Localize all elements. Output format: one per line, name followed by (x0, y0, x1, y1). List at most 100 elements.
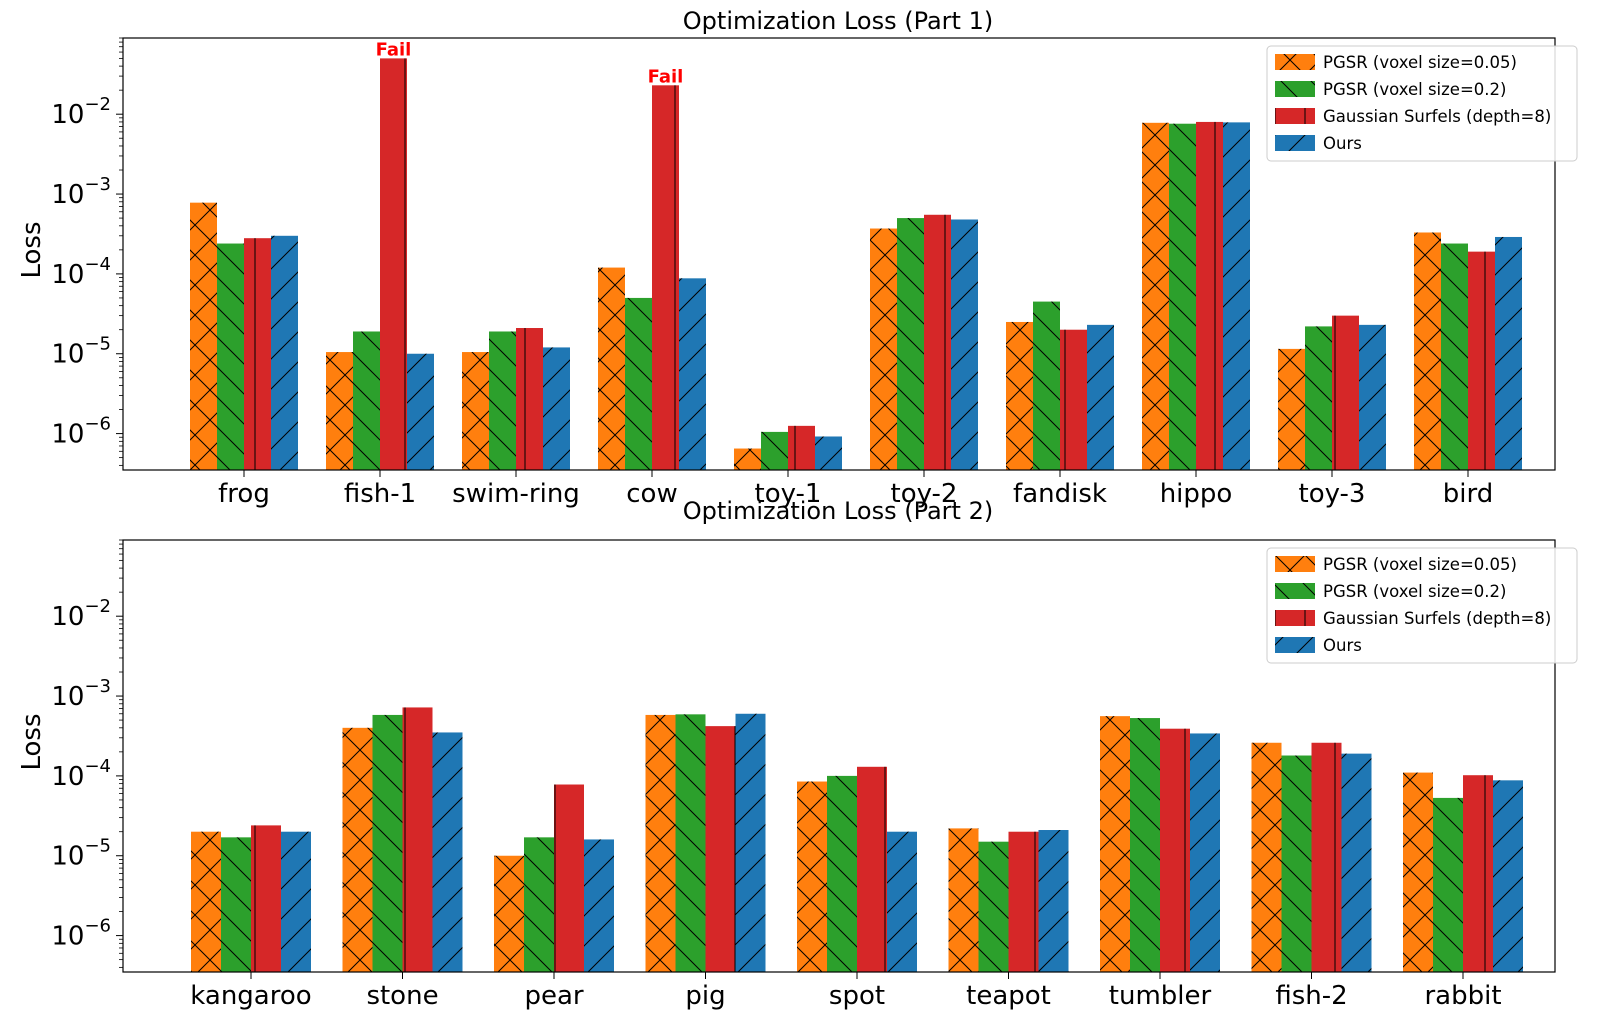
bar-hatch (1433, 797, 1463, 972)
bar-hatch (462, 352, 489, 470)
bar-hatch (1223, 122, 1250, 470)
bar-hatch (342, 727, 373, 972)
chart-title: Optimization Loss (Part 1) (683, 7, 993, 35)
bar-hatch (978, 841, 1009, 972)
x-tick-label: pig (685, 981, 725, 1011)
legend-label: PGSR (voxel size=0.05) (1323, 555, 1517, 574)
x-tick-label: bird (1443, 479, 1493, 509)
bar-hatch (1033, 301, 1060, 470)
y-tick-label: 10−4 (51, 254, 111, 290)
bar-hatch (251, 825, 281, 972)
bar-hatch (887, 831, 917, 972)
bar-hatch (584, 839, 614, 972)
bar-hatch (217, 243, 244, 470)
x-tick-label: spot (829, 981, 885, 1011)
bar-hatch (1251, 742, 1282, 972)
bar-hatch (797, 781, 827, 972)
bar-hatch (1060, 329, 1087, 470)
bar-hatch (1441, 243, 1468, 470)
bar-hatch (924, 214, 951, 470)
bar-hatch (221, 837, 251, 972)
chart-title: Optimization Loss (Part 2) (683, 497, 993, 525)
axes-frame (122, 37, 1556, 471)
bar-hatch (1142, 122, 1169, 470)
bar-hatch (1087, 324, 1114, 470)
bar-hatch (190, 202, 217, 470)
bar-hatch (281, 831, 311, 972)
bar-hatch (326, 352, 353, 470)
legend-label: Gaussian Surfels (depth=8) (1323, 107, 1551, 126)
bar-hatch (857, 766, 887, 972)
legend-label: Ours (1323, 636, 1362, 655)
bar-hatch (1196, 121, 1223, 471)
fail-annotation: Fail (376, 39, 412, 60)
y-tick-label: 10−2 (51, 596, 111, 632)
legend-label: Ours (1323, 134, 1362, 153)
bar-hatch (827, 775, 857, 972)
plot-area: 10−6 10−5 10−4 10−3 10−2 kangaroo stone pear pig… (51, 539, 1556, 1011)
bar-hatch (705, 726, 736, 972)
x-tick-label: cow (626, 479, 677, 509)
bar-hatch (516, 328, 543, 470)
y-tick-label: 10−5 (51, 334, 111, 370)
bar-hatch (1332, 315, 1359, 470)
x-tick-label: toy-2 (891, 479, 958, 509)
bar-hatch (598, 267, 625, 470)
legend-swatch-hatch (1275, 135, 1315, 151)
bar-hatch (1359, 324, 1386, 470)
x-tick-label: toy-3 (1299, 479, 1366, 509)
bar-hatch (675, 714, 706, 972)
bar-hatch (1493, 780, 1523, 972)
legend-frame (1266, 45, 1578, 162)
legend-label: PGSR (voxel size=0.2) (1323, 80, 1506, 99)
legend-swatch-hatch (1275, 610, 1315, 626)
chart-part-1: Optimization Loss (Part 1) Loss FailFail… (17, 7, 1578, 509)
bar-hatch (1169, 123, 1196, 470)
bar-hatch (407, 353, 434, 470)
bar-hatch (679, 278, 706, 470)
bar-hatch (788, 425, 815, 470)
bar-hatch (1468, 251, 1495, 470)
bar-hatch (353, 331, 380, 470)
legend-swatch-hatch (1275, 637, 1315, 653)
bar-hatch (1281, 755, 1312, 972)
x-tick-label: teapot (966, 981, 1051, 1011)
legend-label: PGSR (voxel size=0.2) (1323, 582, 1506, 601)
legend-swatch-hatch (1275, 583, 1315, 599)
bar-hatch (1130, 718, 1160, 972)
bar-hatch (1278, 348, 1305, 470)
bar-hatch (625, 297, 652, 470)
axes-frame (122, 539, 1556, 973)
legend: PGSR (voxel size=0.05) PGSR (voxel size=0… (1266, 547, 1578, 664)
bar-hatch (402, 707, 433, 972)
bar-hatch (1414, 232, 1441, 470)
bar-hatch (543, 347, 570, 470)
bar-hatch (1008, 831, 1039, 972)
bar-hatch (244, 238, 271, 470)
legend: PGSR (voxel size=0.05) PGSR (voxel size=0… (1266, 45, 1578, 162)
bar-hatch (1495, 236, 1522, 470)
x-tick-label: swim-ring (452, 479, 580, 509)
bar-hatch (1311, 742, 1342, 972)
x-tick-label: pear (524, 981, 583, 1011)
x-tick-label: fandisk (1013, 479, 1107, 509)
bar-hatch (271, 235, 298, 470)
bar-hatch (1038, 830, 1069, 972)
bar-hatch (652, 85, 679, 471)
bar-hatch (1100, 716, 1130, 972)
bar-hatch (494, 855, 524, 972)
x-tick-label: frog (218, 479, 270, 509)
bar-hatch (554, 784, 584, 972)
y-tick-label: 10−6 (51, 916, 111, 952)
bar-hatch (761, 431, 788, 470)
y-tick-label: 10−2 (51, 94, 111, 130)
y-axis-label: Loss (17, 713, 47, 770)
bar-hatch (1190, 733, 1220, 972)
chart-part-2: Optimization Loss (Part 2) Loss 10−6 10−5… (17, 497, 1578, 1011)
bar-hatch (1160, 728, 1190, 972)
legend-frame (1266, 547, 1578, 664)
legend-swatch-hatch (1275, 108, 1315, 124)
bar-hatch (191, 831, 221, 972)
bar-hatch (372, 714, 403, 972)
